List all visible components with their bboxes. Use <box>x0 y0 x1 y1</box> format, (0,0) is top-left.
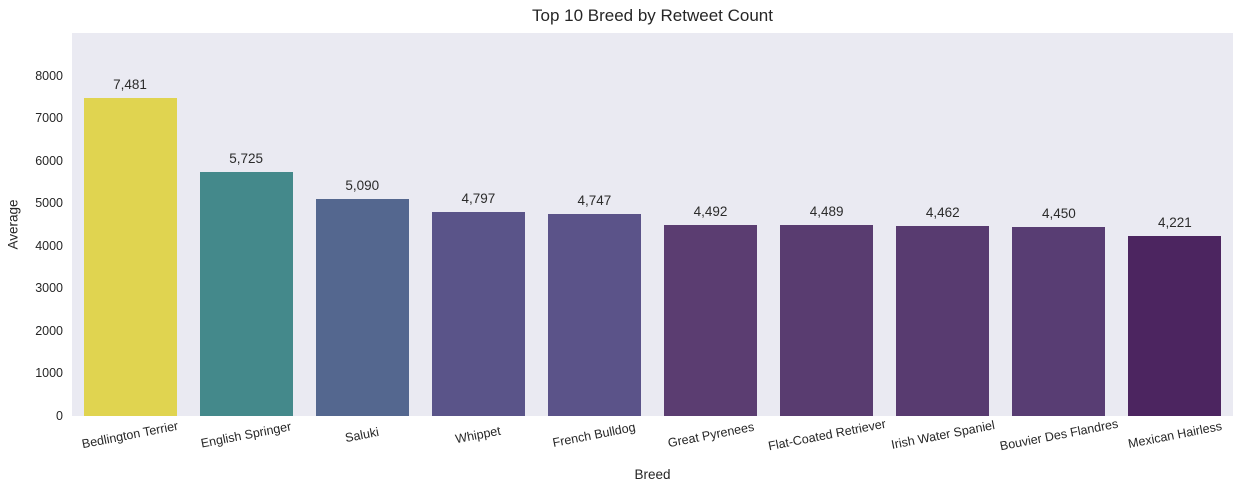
bar <box>83 97 177 416</box>
chart-title: Top 10 Breed by Retweet Count <box>532 6 773 25</box>
bar <box>315 199 409 416</box>
bar-value-label: 4,797 <box>461 190 496 206</box>
bar <box>199 172 293 416</box>
y-tick-label: 3000 <box>35 281 63 296</box>
bar <box>664 224 758 416</box>
y-tick-label: 5000 <box>35 196 63 211</box>
y-tick-label: 7000 <box>35 111 63 126</box>
y-tick-label: 8000 <box>35 68 63 83</box>
y-axis: Average <box>2 33 24 416</box>
bar <box>547 213 641 416</box>
bar <box>1012 226 1106 416</box>
bar <box>431 211 525 416</box>
bar-value-label: 4,450 <box>1041 205 1076 221</box>
y-tick-label: 1000 <box>35 366 63 381</box>
bar <box>780 224 874 416</box>
y-tick-label: 0 <box>56 409 63 423</box>
bar-value-label: 4,492 <box>693 203 728 219</box>
y-tick-label: 2000 <box>35 323 63 338</box>
bar-value-label: 4,747 <box>577 192 612 208</box>
bar-value-label: 4,462 <box>925 205 960 221</box>
bar <box>1128 236 1222 416</box>
bar-value-label: 4,489 <box>809 203 844 219</box>
bar-value-label: 5,725 <box>229 151 264 167</box>
bar-value-label: 4,221 <box>1158 215 1192 231</box>
y-tick-label: 4000 <box>35 238 63 253</box>
x-axis-label: Breed <box>634 467 671 482</box>
y-tick-label: 6000 <box>35 153 63 168</box>
bar <box>896 226 990 416</box>
bar-value-label: 5,090 <box>345 178 380 194</box>
bar-value-label: 7,481 <box>113 76 147 92</box>
